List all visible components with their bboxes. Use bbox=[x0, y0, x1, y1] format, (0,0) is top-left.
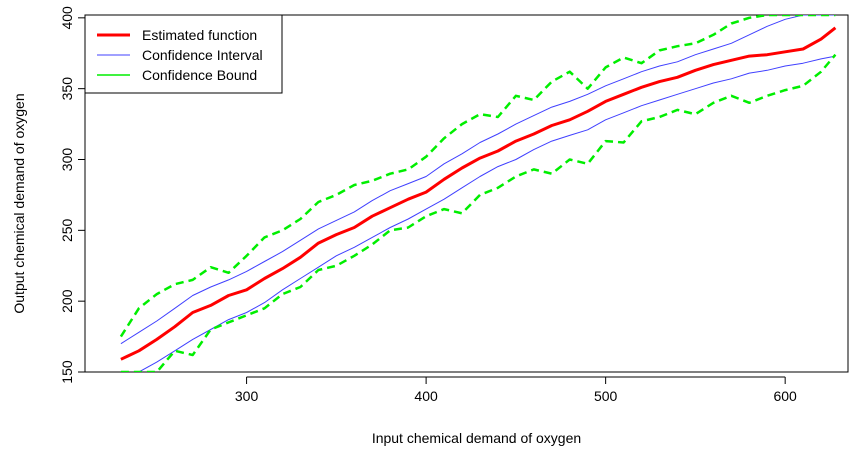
x-tick-label: 300 bbox=[235, 388, 259, 404]
y-tick-label: 250 bbox=[59, 218, 75, 242]
x-axis-title: Input chemical demand of oxygen bbox=[372, 430, 581, 446]
y-tick-label: 400 bbox=[59, 6, 75, 30]
legend: Estimated function Confidence Interval Con… bbox=[84, 14, 283, 94]
legend-label: Confidence Interval bbox=[142, 47, 263, 63]
y-tick-label: 300 bbox=[59, 148, 75, 172]
series-layer bbox=[119, 15, 837, 372]
x-tick-label: 600 bbox=[773, 388, 797, 404]
x-tick-label: 400 bbox=[414, 388, 438, 404]
x-axis: 300 400 500 600 bbox=[235, 376, 797, 404]
y-tick-label: 350 bbox=[59, 77, 75, 101]
y-axis: 150 200 250 300 350 400 bbox=[59, 6, 86, 384]
legend-label: Estimated function bbox=[142, 27, 257, 43]
x-tick-label: 500 bbox=[594, 388, 618, 404]
series-line-confidence-interval bbox=[137, 55, 836, 372]
series-line-estimated-function bbox=[120, 26, 837, 361]
legend-label: Confidence Bound bbox=[142, 67, 257, 83]
y-tick-label: 150 bbox=[59, 360, 75, 384]
y-axis-title: Output chemical demand of oxygen bbox=[11, 93, 27, 313]
series-line-confidence-interval bbox=[120, 15, 836, 345]
y-tick-label: 200 bbox=[59, 289, 75, 313]
series-line-confidence-bound bbox=[120, 53, 837, 372]
legend-box bbox=[84, 14, 283, 94]
